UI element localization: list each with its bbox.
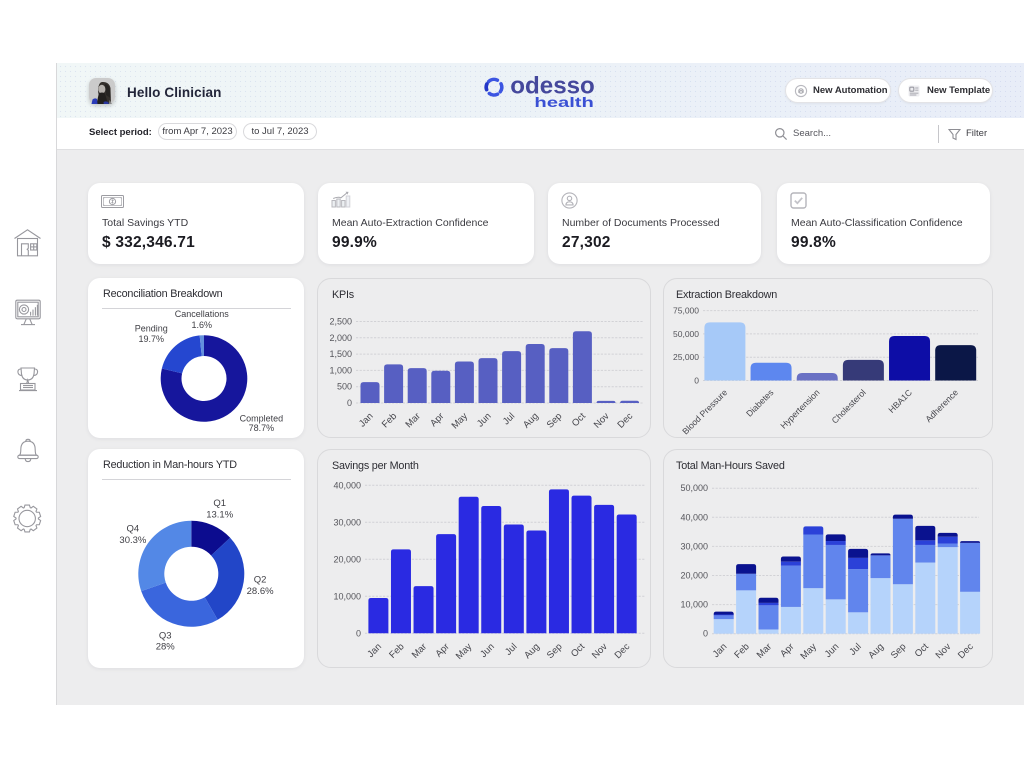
svg-text:Dec: Dec xyxy=(615,411,635,431)
svg-text:Aug: Aug xyxy=(866,641,886,661)
svg-text:Nov: Nov xyxy=(592,411,612,431)
svg-text:Feb: Feb xyxy=(387,641,406,660)
svg-text:2,500: 2,500 xyxy=(329,317,352,327)
svg-text:Hypertension: Hypertension xyxy=(778,387,821,430)
svg-text:Q4: Q4 xyxy=(127,524,140,535)
svg-text:1,000: 1,000 xyxy=(329,365,352,375)
svg-text:1,500: 1,500 xyxy=(329,349,352,359)
svg-text:Q2: Q2 xyxy=(254,575,267,586)
svg-text:Adherence: Adherence xyxy=(923,387,960,424)
svg-text:Apr: Apr xyxy=(428,411,446,429)
svg-text:Oct: Oct xyxy=(913,641,931,659)
svg-text:Apr: Apr xyxy=(433,641,451,659)
svg-text:0: 0 xyxy=(703,629,708,639)
svg-text:Dec: Dec xyxy=(613,641,633,661)
svg-text:Oct: Oct xyxy=(569,641,587,659)
svg-text:0: 0 xyxy=(356,628,361,638)
svg-text:May: May xyxy=(454,641,475,662)
svg-text:Aug: Aug xyxy=(522,641,542,661)
svg-text:Dec: Dec xyxy=(956,641,976,661)
svg-text:Mar: Mar xyxy=(410,641,429,660)
svg-text:50,000: 50,000 xyxy=(673,329,699,339)
svg-text:HBA1C: HBA1C xyxy=(886,387,914,415)
svg-text:odesso: odesso xyxy=(510,76,595,100)
svg-text:Jan: Jan xyxy=(711,641,730,660)
svg-text:Nov: Nov xyxy=(590,641,610,661)
svg-text:Sep: Sep xyxy=(545,641,565,661)
svg-text:78.7%: 78.7% xyxy=(249,423,275,433)
svg-text:Jun: Jun xyxy=(478,641,497,660)
svg-text:Q1: Q1 xyxy=(213,498,226,509)
svg-text:Jan: Jan xyxy=(365,641,384,660)
svg-text:Feb: Feb xyxy=(732,641,751,660)
svg-text:40,000: 40,000 xyxy=(333,480,361,490)
svg-text:Aug: Aug xyxy=(521,411,541,431)
svg-text:Jul: Jul xyxy=(503,641,519,657)
svg-text:0: 0 xyxy=(347,398,352,408)
svg-text:1.6%: 1.6% xyxy=(192,320,213,330)
svg-text:20,000: 20,000 xyxy=(680,571,708,581)
svg-text:health: health xyxy=(534,95,594,110)
svg-text:13.1%: 13.1% xyxy=(206,510,233,521)
svg-text:May: May xyxy=(450,411,471,432)
svg-text:28%: 28% xyxy=(156,642,176,653)
svg-text:Cancellations: Cancellations xyxy=(175,309,230,319)
svg-text:28.6%: 28.6% xyxy=(247,586,274,597)
svg-text:30,000: 30,000 xyxy=(333,517,361,527)
svg-text:Jun: Jun xyxy=(475,411,494,430)
svg-text:Completed: Completed xyxy=(240,414,284,424)
svg-text:Jan: Jan xyxy=(357,411,376,430)
svg-text:Q3: Q3 xyxy=(159,631,172,642)
svg-text:Jun: Jun xyxy=(823,641,842,660)
svg-text:Apr: Apr xyxy=(778,641,796,659)
svg-text:Jul: Jul xyxy=(501,411,517,427)
svg-text:Sep: Sep xyxy=(889,641,909,661)
svg-text:Sep: Sep xyxy=(545,411,565,431)
svg-text:500: 500 xyxy=(337,382,352,392)
svg-text:Mar: Mar xyxy=(403,411,422,430)
svg-text:0: 0 xyxy=(694,376,699,386)
svg-text:Mar: Mar xyxy=(755,641,774,660)
svg-text:20,000: 20,000 xyxy=(333,554,361,564)
svg-text:Pending: Pending xyxy=(135,324,168,334)
svg-text:May: May xyxy=(798,641,819,662)
svg-text:10,000: 10,000 xyxy=(680,600,708,610)
svg-text:Oct: Oct xyxy=(570,411,588,429)
svg-text:30,000: 30,000 xyxy=(680,541,708,551)
svg-text:Jul: Jul xyxy=(847,641,863,657)
svg-text:Nov: Nov xyxy=(934,641,954,661)
svg-text:25,000: 25,000 xyxy=(673,352,699,362)
svg-text:75,000: 75,000 xyxy=(673,306,699,316)
svg-text:Cholesterol: Cholesterol xyxy=(830,387,868,425)
svg-text:10,000: 10,000 xyxy=(333,591,361,601)
svg-text:40,000: 40,000 xyxy=(680,512,708,522)
svg-text:50,000: 50,000 xyxy=(680,483,708,493)
svg-text:19.7%: 19.7% xyxy=(139,334,165,344)
svg-text:Blood Pressure: Blood Pressure xyxy=(680,387,729,436)
svg-text:2,000: 2,000 xyxy=(329,333,352,343)
svg-text:Diabetes: Diabetes xyxy=(744,387,776,419)
svg-text:30.3%: 30.3% xyxy=(119,535,146,546)
svg-text:Feb: Feb xyxy=(380,411,399,430)
